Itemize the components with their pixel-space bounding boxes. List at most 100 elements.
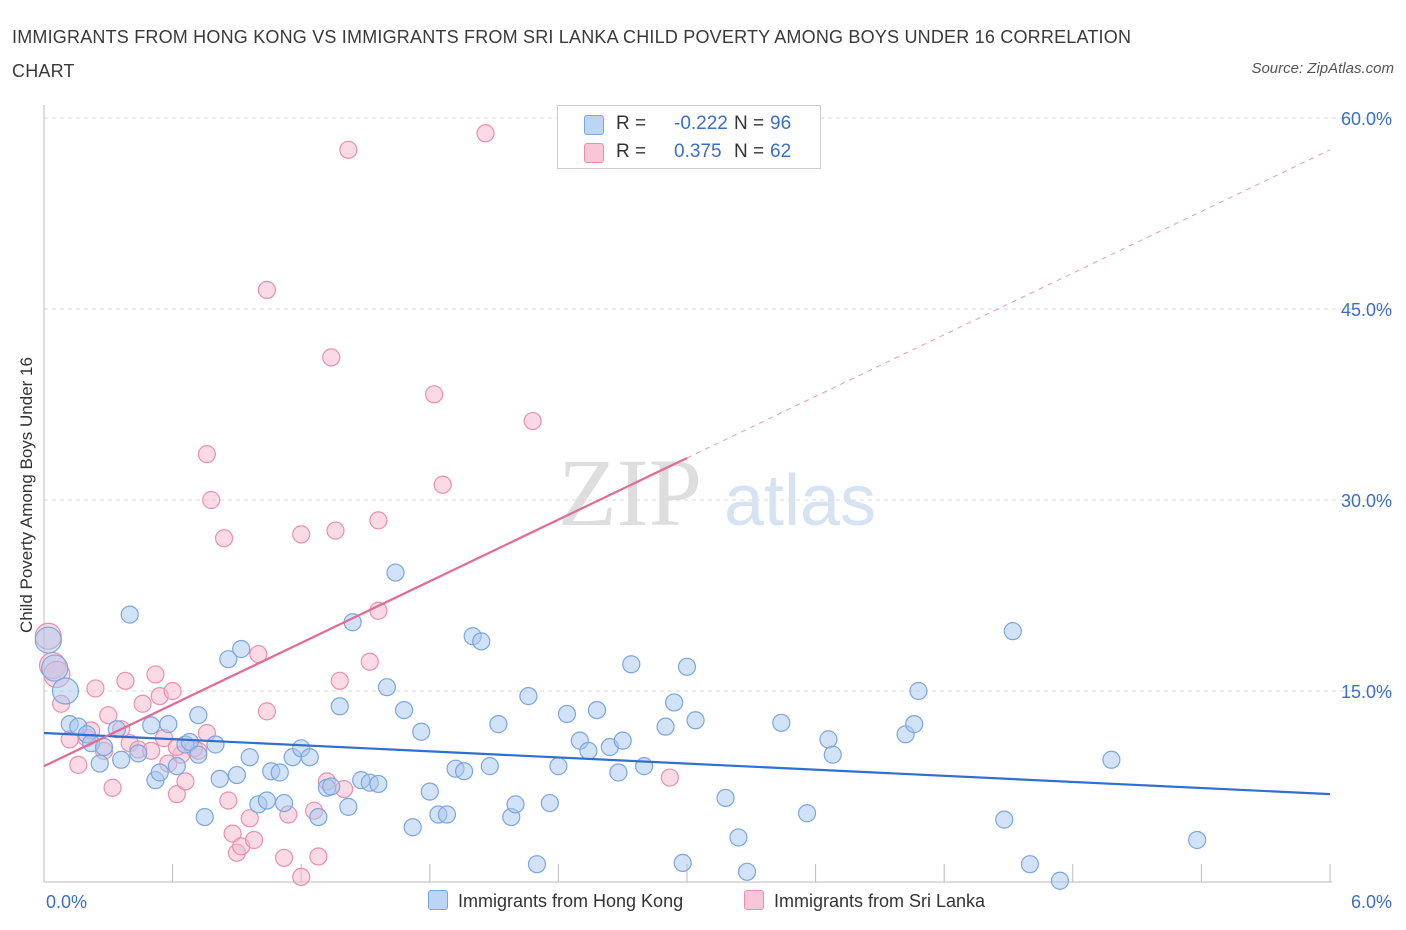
hong-kong-point bbox=[480, 757, 499, 776]
hong-kong-point bbox=[1050, 871, 1070, 890]
hong-kong-point bbox=[1102, 750, 1121, 769]
sri-lanka-point bbox=[214, 529, 234, 548]
x-tick-label: 6.0% bbox=[1351, 892, 1392, 912]
legend-n-value: 62 bbox=[770, 141, 792, 162]
hong-kong-point bbox=[656, 717, 675, 736]
hong-kong-point bbox=[506, 795, 525, 814]
hong-kong-point bbox=[519, 686, 538, 706]
hong-kong-point bbox=[195, 807, 214, 827]
hong-kong-point bbox=[677, 657, 697, 676]
hong-kong-point bbox=[129, 744, 148, 763]
legend-label-sri-lanka: Immigrants from Sri Lanka bbox=[774, 891, 986, 911]
hong-kong-point bbox=[819, 730, 838, 749]
hong-kong-point bbox=[1003, 622, 1022, 641]
sri-lanka-point bbox=[240, 809, 259, 828]
sri-lanka-point bbox=[274, 848, 294, 867]
hong-kong-point bbox=[257, 791, 277, 810]
hong-kong-point bbox=[622, 655, 641, 674]
sri-lanka-point bbox=[292, 525, 311, 544]
sri-lanka-point bbox=[330, 671, 349, 690]
correlation-legend: R = -0.222 N = 96 R = 0.375 N = 62 bbox=[557, 105, 821, 169]
chart-title: IMMIGRANTS FROM HONG KONG VS IMMIGRANTS … bbox=[12, 27, 1132, 81]
hong-kong-point bbox=[210, 769, 229, 788]
hong-kong-point bbox=[772, 713, 791, 732]
hong-kong-point bbox=[1188, 830, 1207, 850]
legend-r-label: R = bbox=[616, 113, 647, 134]
sri-lanka-point bbox=[133, 694, 152, 713]
sri-lanka-point bbox=[322, 348, 341, 367]
pink-swatch bbox=[584, 143, 604, 163]
legend-n-label: N = bbox=[734, 113, 765, 134]
sri-lanka-point bbox=[660, 768, 679, 787]
hong-kong-point bbox=[437, 805, 457, 824]
y-tick-label: 60.0% bbox=[1341, 109, 1392, 129]
hong-kong-point bbox=[386, 563, 405, 582]
hong-kong-point bbox=[995, 810, 1014, 829]
sri-lanka-point bbox=[116, 671, 135, 690]
sri-lanka-point bbox=[146, 665, 165, 684]
watermark-atlas: atlas bbox=[724, 461, 876, 541]
hong-kong-point bbox=[274, 793, 294, 813]
hong-kong-point bbox=[309, 807, 328, 827]
hong-kong-point bbox=[339, 797, 358, 816]
hong-kong-point bbox=[716, 788, 735, 808]
sri-lanka-point bbox=[167, 785, 186, 804]
legend-r-value: -0.222 bbox=[674, 113, 728, 134]
hong-kong-point bbox=[219, 650, 238, 669]
sri-lanka-point bbox=[202, 490, 221, 510]
sri-lanka-point bbox=[369, 511, 388, 530]
legend-r-label: R = bbox=[616, 141, 647, 162]
hong-kong-point bbox=[142, 716, 161, 735]
hong-kong-point bbox=[34, 626, 62, 654]
y-tick-label: 15.0% bbox=[1341, 682, 1392, 702]
hong-kong-point bbox=[180, 732, 199, 752]
hong-kong-trend-line bbox=[43, 731, 1331, 796]
hong-kong-point bbox=[227, 765, 246, 785]
hong-kong-point bbox=[189, 745, 208, 764]
hong-kong-point bbox=[90, 754, 109, 773]
hong-kong-points bbox=[34, 563, 1207, 890]
sri-lanka-point bbox=[86, 679, 105, 698]
hong-kong-point bbox=[686, 711, 705, 730]
sri-lanka-point bbox=[326, 521, 345, 540]
sri-lanka-point bbox=[244, 830, 264, 850]
hong-kong-point bbox=[51, 677, 80, 705]
legend-item-hong-kong[interactable]: Immigrants from Hong Kong bbox=[428, 890, 683, 912]
sri-lanka-point bbox=[339, 140, 358, 159]
hong-kong-point bbox=[167, 757, 186, 776]
sri-lanka-point bbox=[476, 124, 495, 143]
hong-kong-point bbox=[394, 700, 414, 720]
sri-lanka-point bbox=[424, 385, 444, 404]
hong-kong-point bbox=[665, 693, 684, 712]
legend-n-value: 96 bbox=[770, 113, 792, 134]
hong-kong-point bbox=[120, 605, 139, 624]
grid-lines bbox=[44, 117, 1395, 692]
hong-kong-point bbox=[420, 782, 439, 801]
sri-lanka-point bbox=[257, 280, 277, 299]
hong-kong-point bbox=[737, 862, 757, 881]
hong-kong-point bbox=[587, 700, 607, 720]
watermark: ZIP atlas bbox=[558, 439, 876, 546]
y-tick-label: 45.0% bbox=[1341, 300, 1392, 320]
blue-swatch bbox=[584, 115, 604, 135]
trend-lines bbox=[43, 149, 1331, 796]
legend-n-label: N = bbox=[734, 141, 765, 162]
sri-lanka-point bbox=[197, 445, 216, 464]
sri-lanka-point bbox=[103, 778, 122, 797]
hong-kong-point bbox=[579, 741, 598, 760]
hong-kong-point bbox=[189, 706, 208, 725]
hong-kong-point bbox=[41, 654, 69, 682]
axes bbox=[43, 105, 1332, 883]
hong-kong-point bbox=[1020, 855, 1040, 874]
legend-item-sri-lanka[interactable]: Immigrants from Sri Lanka bbox=[744, 890, 985, 912]
sri-lanka-point bbox=[292, 867, 311, 887]
sri-lanka-point bbox=[433, 475, 452, 494]
tick-labels: 15.0% 30.0% 45.0% 60.0% 0.0% 6.0% bbox=[46, 109, 1392, 912]
sri-lanka-trend-line bbox=[686, 149, 1331, 459]
x-tick-label: 0.0% bbox=[46, 892, 87, 912]
sri-lanka-point bbox=[523, 411, 542, 431]
hong-kong-point bbox=[540, 793, 559, 813]
hong-kong-point bbox=[909, 681, 928, 701]
hong-kong-point bbox=[206, 735, 225, 754]
legend-r-value: 0.375 bbox=[674, 141, 722, 162]
